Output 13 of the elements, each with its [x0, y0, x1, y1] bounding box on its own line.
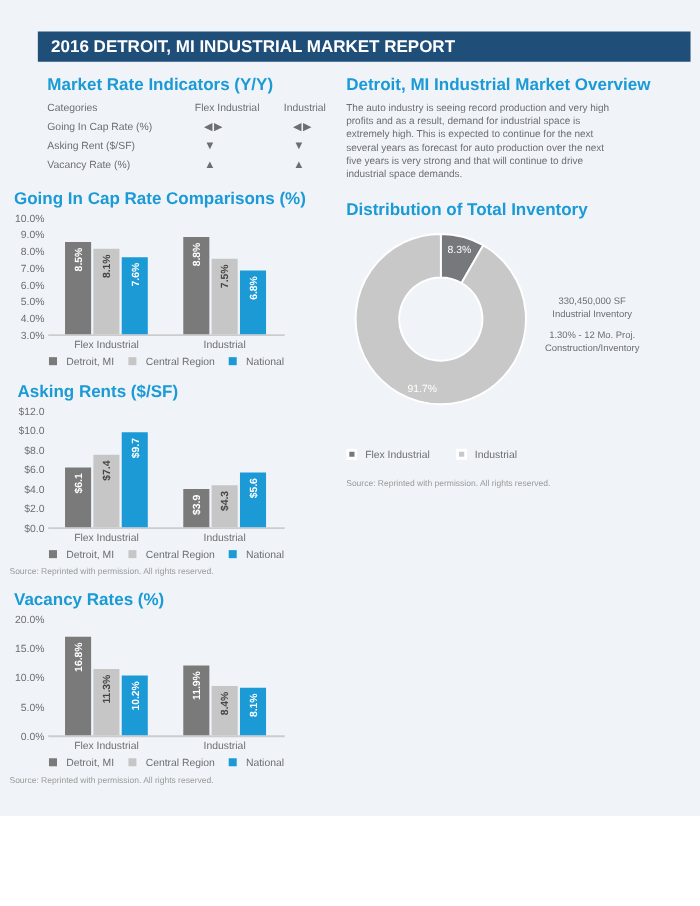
chart-title: Distribution of Total Inventory — [346, 199, 589, 220]
bar — [65, 467, 92, 528]
donut-slice — [354, 233, 527, 406]
bar — [121, 432, 148, 528]
chart-title: Asking Rents ($/SF) — [17, 380, 179, 401]
text: Detroit, MI Industrial Market Overview — [346, 74, 652, 95]
text: Market Rate Indicators (Y/Y) — [47, 74, 274, 95]
bar — [65, 636, 92, 736]
chart-title: Going In Cap Rate Comparisons (%) — [14, 187, 307, 208]
text: 2016 DETROIT, MI INDUSTRIAL MARKET REPORT — [51, 36, 457, 57]
bar — [183, 665, 210, 736]
chart-title: Vacancy Rates (%) — [14, 588, 165, 609]
bar — [239, 472, 267, 528]
